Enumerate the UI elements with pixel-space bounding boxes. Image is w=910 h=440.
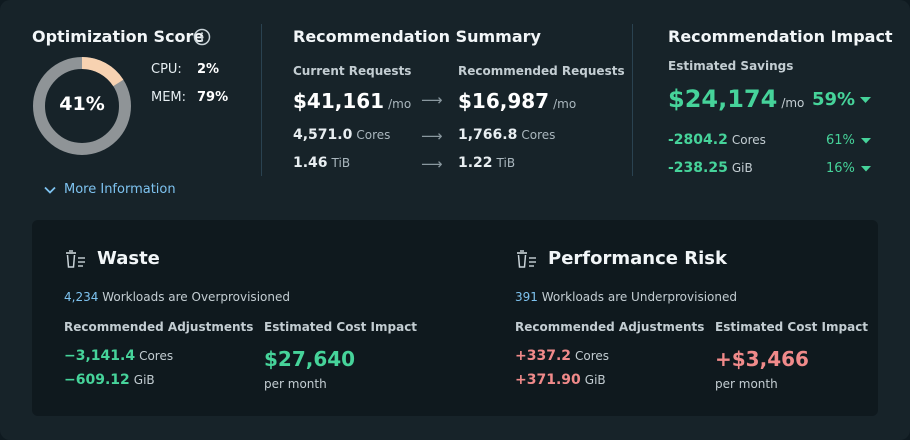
recommended-cores-unit: Cores bbox=[521, 128, 556, 142]
waste-cores: −3,141.4 Cores bbox=[64, 348, 173, 364]
recommended-mem-value: 1.22 bbox=[458, 155, 493, 171]
waste-cost-label: Estimated Cost Impact bbox=[264, 320, 418, 334]
optimization-score-title: Optimization Score bbox=[32, 27, 205, 46]
impact-mem-unit: GiB bbox=[731, 161, 753, 175]
recommended-cost: $16,987/mo bbox=[458, 89, 576, 113]
divider-2 bbox=[632, 24, 633, 176]
risk-count: 391 bbox=[515, 290, 538, 304]
impact-mem-value: -238.25 bbox=[668, 160, 728, 176]
risk-mem-unit: GiB bbox=[584, 373, 606, 387]
waste-count-text: Workloads are Overprovisioned bbox=[102, 290, 290, 304]
risk-count-text: Workloads are Underprovisioned bbox=[541, 290, 737, 304]
impact-mem-percent: 16% bbox=[826, 161, 855, 176]
caret-down-icon bbox=[861, 166, 871, 172]
recommendation-summary-title: Recommendation Summary bbox=[293, 27, 541, 46]
waste-mem: −609.12 GiB bbox=[64, 372, 155, 388]
recommended-cost-value: $16,987 bbox=[458, 89, 550, 113]
waste-title: Waste bbox=[97, 248, 160, 269]
recommended-cores-value: 1,766.8 bbox=[458, 127, 518, 143]
risk-mem: +371.90 GiB bbox=[515, 372, 606, 388]
mem-value: 79% bbox=[197, 90, 229, 105]
waste-cost: $27,640 bbox=[264, 347, 356, 371]
waste-count-line: 4,234 Workloads are Overprovisioned bbox=[64, 290, 290, 304]
waste-cores-unit: Cores bbox=[139, 349, 174, 363]
more-information-link[interactable]: More Information bbox=[44, 182, 176, 197]
trash-list-icon bbox=[517, 250, 536, 268]
waste-mem-value: −609.12 bbox=[64, 372, 130, 388]
more-information-label: More Information bbox=[64, 182, 176, 197]
current-mem-unit: TiB bbox=[331, 156, 351, 170]
risk-per-month: per month bbox=[715, 377, 778, 391]
risk-cost-label: Estimated Cost Impact bbox=[715, 320, 869, 334]
current-cores: 4,571.0 Cores bbox=[293, 127, 390, 143]
current-mem-value: 1.46 bbox=[293, 155, 328, 171]
impact-cores: -2804.2 Cores bbox=[668, 132, 766, 148]
current-mem: 1.46 TiB bbox=[293, 155, 350, 171]
mem-label: MEM: bbox=[151, 90, 187, 105]
arrow-right-icon: ⟶ bbox=[421, 91, 443, 109]
risk-cores-value: +337.2 bbox=[515, 348, 572, 364]
info-icon[interactable] bbox=[193, 28, 211, 46]
optimization-donut bbox=[33, 57, 131, 155]
risk-adjustments-label: Recommended Adjustments bbox=[515, 320, 705, 334]
waste-per-month: per month bbox=[264, 377, 327, 391]
recommended-cost-unit: /mo bbox=[553, 97, 577, 111]
savings-percent-value: 59% bbox=[812, 89, 856, 110]
risk-count-line: 391 Workloads are Underprovisioned bbox=[515, 290, 737, 304]
risk-cores: +337.2 Cores bbox=[515, 348, 609, 364]
impact-cores-unit: Cores bbox=[731, 133, 766, 147]
donut-cpu-segment bbox=[81, 57, 124, 87]
impact-mem: -238.25 GiB bbox=[668, 160, 753, 176]
cpu-label: CPU: bbox=[151, 62, 182, 77]
current-cost-unit: /mo bbox=[388, 97, 412, 111]
waste-mem-unit: GiB bbox=[133, 373, 155, 387]
performance-risk-title: Performance Risk bbox=[548, 248, 727, 269]
chevron-down-icon bbox=[44, 186, 56, 194]
savings-percent: 59% bbox=[812, 89, 855, 110]
risk-mem-value: +371.90 bbox=[515, 372, 581, 388]
arrow-right-icon: ⟶ bbox=[421, 127, 443, 145]
current-cores-value: 4,571.0 bbox=[293, 127, 353, 143]
waste-cores-value: −3,141.4 bbox=[64, 348, 136, 364]
optimization-score-value: 41% bbox=[59, 93, 105, 115]
impact-cores-value: -2804.2 bbox=[668, 132, 728, 148]
current-cores-unit: Cores bbox=[356, 128, 391, 142]
estimated-savings-value: $24,174 bbox=[668, 85, 778, 113]
recommended-requests-label: Recommended Requests bbox=[458, 64, 625, 78]
waste-adjustments-label: Recommended Adjustments bbox=[64, 320, 254, 334]
arrow-right-icon: ⟶ bbox=[421, 155, 443, 173]
divider-1 bbox=[261, 24, 262, 176]
estimated-savings-label: Estimated Savings bbox=[668, 59, 794, 73]
cpu-value: 2% bbox=[197, 62, 220, 77]
risk-cores-unit: Cores bbox=[575, 349, 610, 363]
recommended-cores: 1,766.8 Cores bbox=[458, 127, 555, 143]
caret-down-icon bbox=[860, 97, 871, 103]
current-cost-value: $41,161 bbox=[293, 89, 385, 113]
caret-down-icon bbox=[861, 138, 871, 144]
current-requests-label: Current Requests bbox=[293, 64, 412, 78]
risk-cost: +$3,466 bbox=[715, 347, 809, 371]
trash-list-icon bbox=[66, 250, 85, 268]
waste-risk-panel bbox=[32, 220, 878, 416]
estimated-savings: $24,174/mo bbox=[668, 85, 804, 113]
recommended-mem: 1.22 TiB bbox=[458, 155, 515, 171]
impact-cores-percent: 61% bbox=[826, 133, 855, 148]
recommended-mem-unit: TiB bbox=[496, 156, 516, 170]
current-cost: $41,161/mo bbox=[293, 89, 411, 113]
estimated-savings-unit: /mo bbox=[781, 96, 805, 110]
recommendation-impact-title: Recommendation Impact bbox=[668, 27, 893, 46]
waste-count: 4,234 bbox=[64, 290, 99, 304]
